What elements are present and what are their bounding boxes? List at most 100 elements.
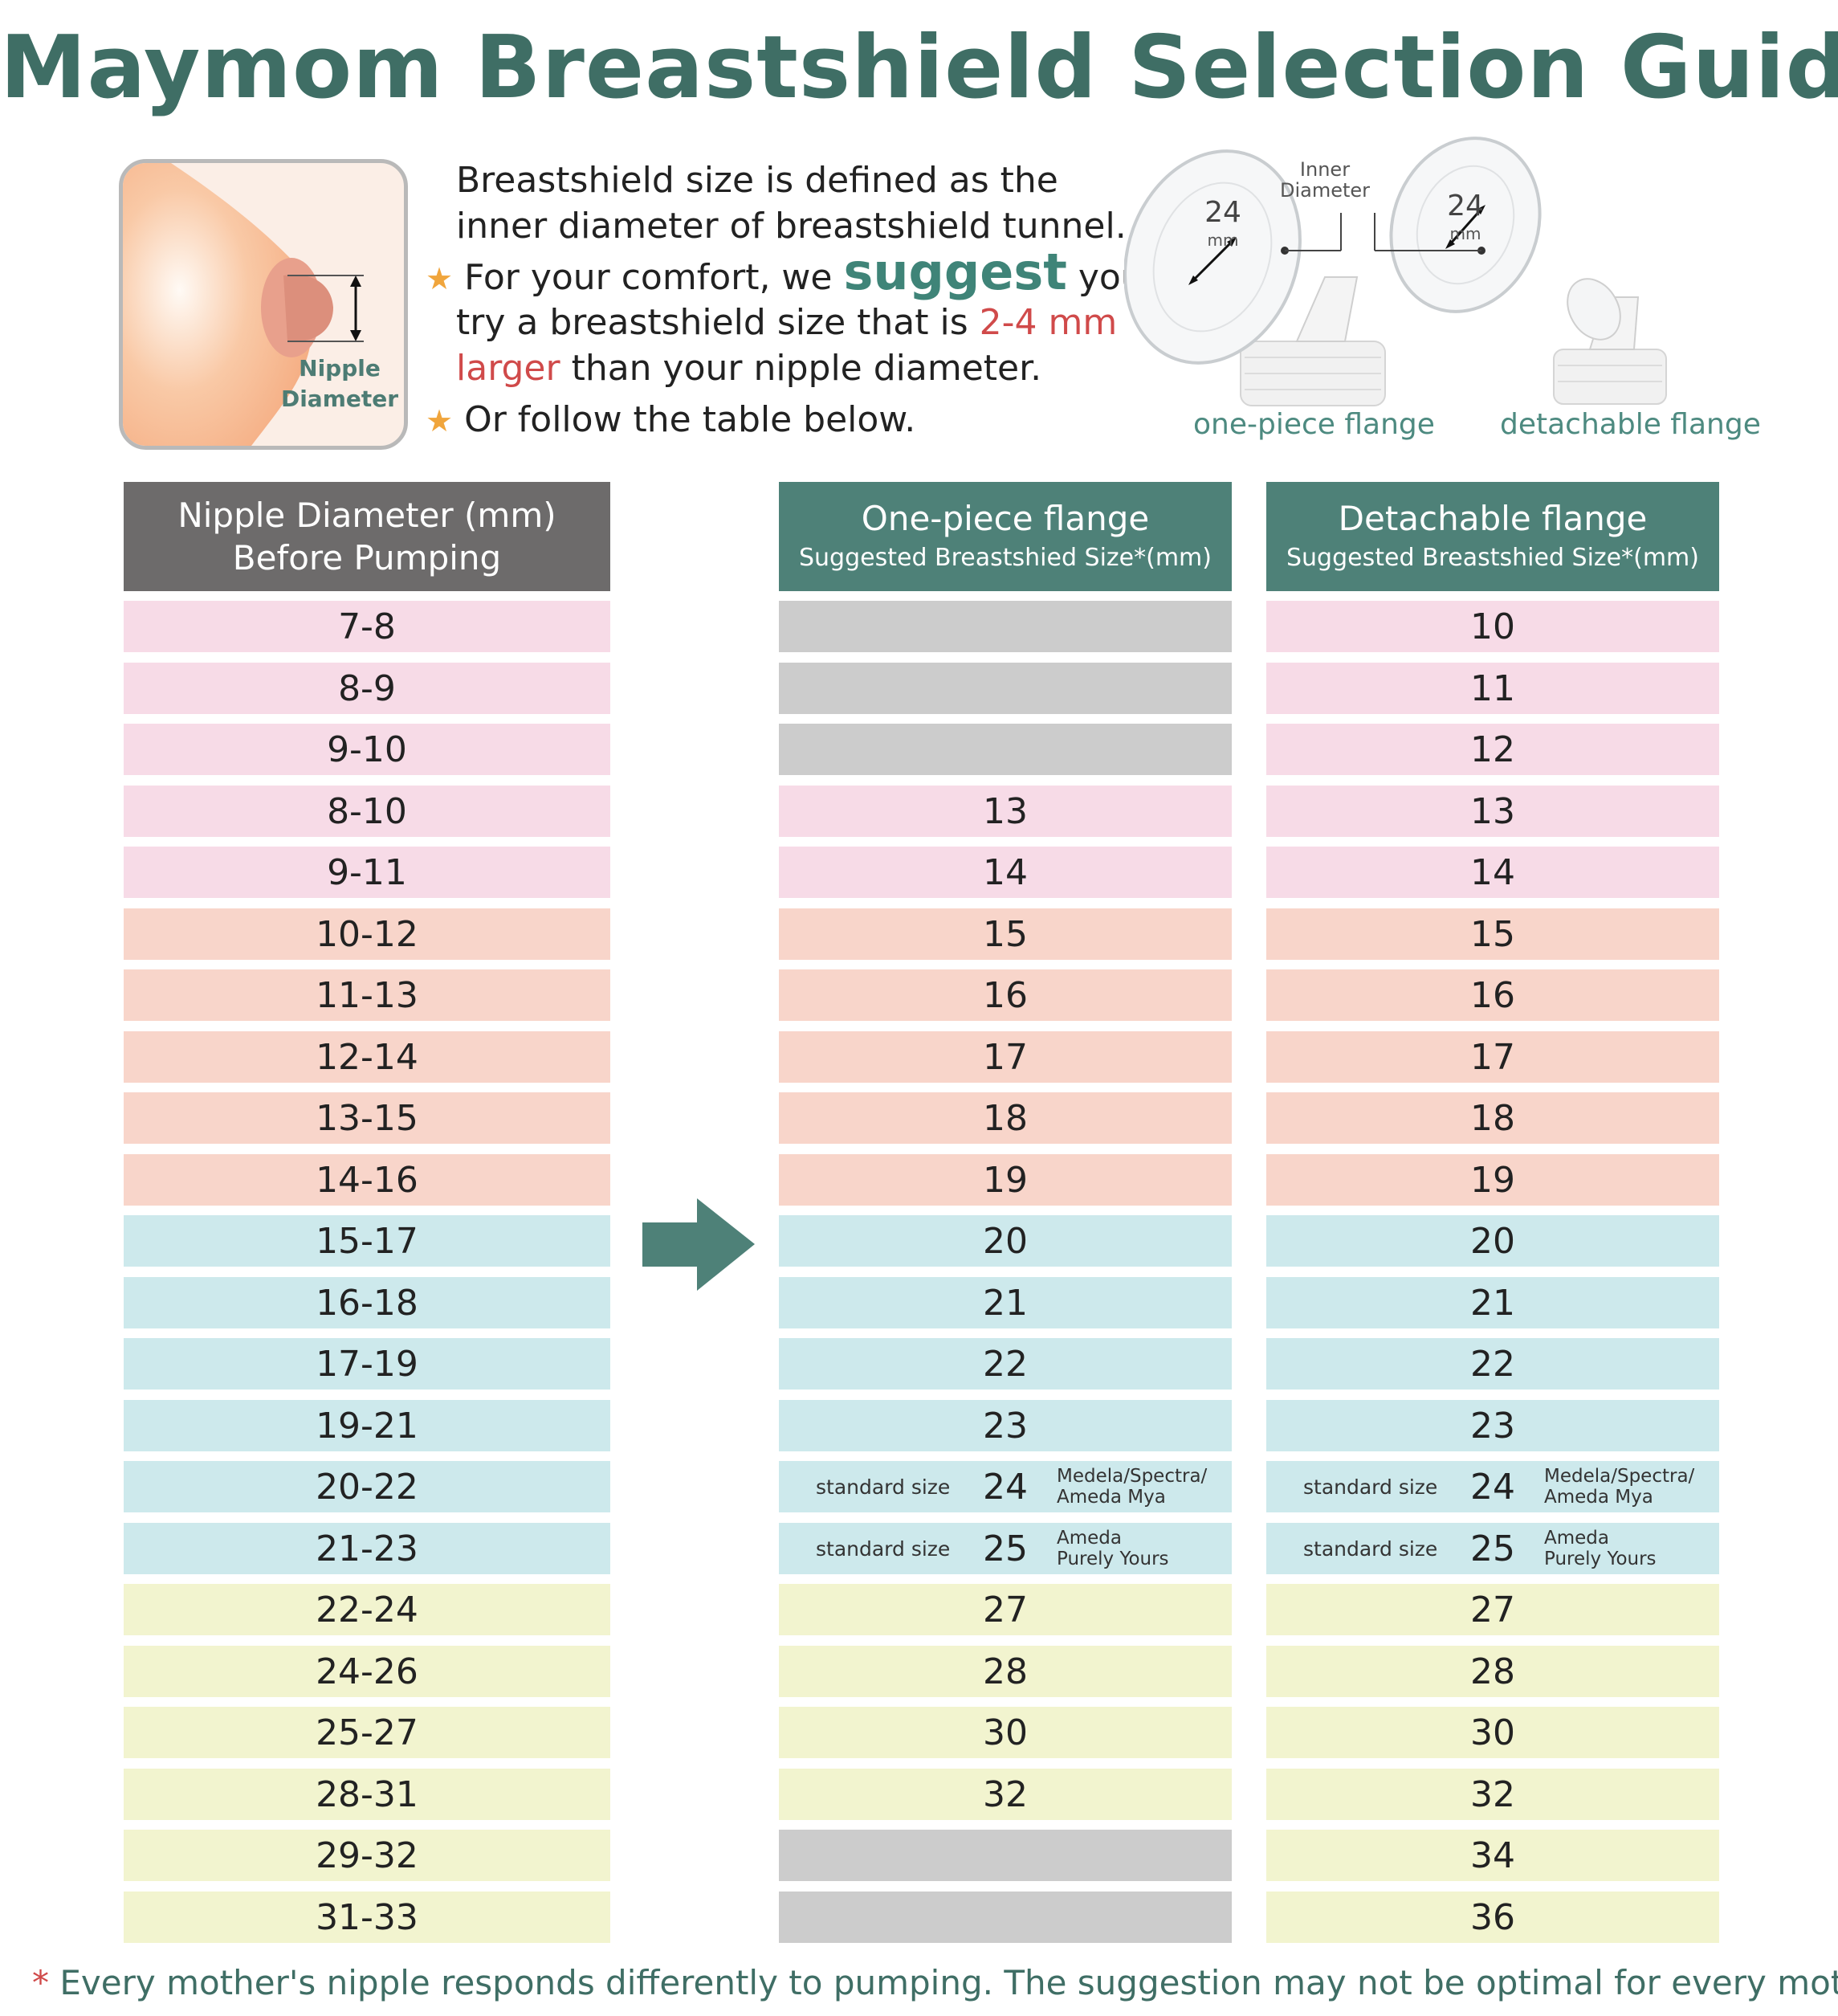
detachable-size-cell: 17 — [1266, 1031, 1719, 1083]
header-detachable-title: Detachable flange — [1338, 498, 1648, 538]
size-value: 19 — [1470, 1159, 1515, 1201]
nipple-diameter-cell: 20-22 — [124, 1461, 610, 1512]
brand-line-1: Medela/Spectra/ — [1057, 1466, 1208, 1487]
intro-line5-post: than your nipple diameter. — [560, 348, 1042, 389]
standard-size-label: standard size — [1303, 1475, 1438, 1499]
detachable-size-cell: 25 standard size Ameda Purely Yours — [1266, 1523, 1719, 1574]
detachable-size-cell: 15 — [1266, 908, 1719, 960]
detachable-size-cell: 14 — [1266, 847, 1719, 898]
brand-line-2: Purely Yours — [1544, 1549, 1657, 1569]
one-piece-size-unit: mm — [1207, 231, 1239, 250]
header-onepiece-title: One-piece flange — [861, 498, 1150, 538]
nipple-diameter-cell: 7-8 — [124, 601, 610, 652]
detachable-size-cell: 16 — [1266, 969, 1719, 1021]
one-piece-size-cell: 27 — [779, 1584, 1232, 1635]
page-title: Maymom Breastshield Selection Guide — [0, 18, 1838, 118]
star-icon: ★ — [426, 403, 454, 439]
one-piece-size-tag: 24 mm — [1187, 196, 1259, 254]
one-piece-size-cell: 15 — [779, 908, 1232, 960]
nipple-diameter-cell: 13-15 — [124, 1092, 610, 1144]
detachable-size-unit: mm — [1449, 224, 1481, 243]
size-value: 30 — [1470, 1712, 1515, 1753]
one-piece-size-cell: 18 — [779, 1092, 1232, 1144]
intro-line-6: ★ Or follow the table below. — [426, 397, 915, 444]
detachable-size-cell: 20 — [1266, 1215, 1719, 1267]
detachable-size-cell: 13 — [1266, 786, 1719, 837]
one-piece-size-cell: 25 standard size Ameda Purely Yours — [779, 1523, 1232, 1574]
brand-line-2: Ameda Mya — [1544, 1487, 1653, 1508]
star-icon: ★ — [426, 261, 454, 296]
intro-range-highlight: 2-4 mm — [979, 302, 1118, 343]
nipple-diameter-cell: 8-9 — [124, 663, 610, 714]
nipple-diameter-cell: 17-19 — [124, 1338, 610, 1390]
size-value: 32 — [1470, 1773, 1515, 1815]
footnote-text: Every mother's nipple responds different… — [59, 1963, 1838, 2002]
one-piece-size-cell-unavailable — [779, 1830, 1232, 1881]
brand-line-2: Purely Yours — [1057, 1549, 1169, 1569]
one-piece-size-cell: 13 — [779, 786, 1232, 837]
nipple-diameter-cell: 19-21 — [124, 1400, 610, 1451]
suggest-emphasis: suggest — [843, 243, 1067, 301]
compatible-brands: Medela/Spectra/Ameda Mya — [1544, 1466, 1694, 1508]
standard-size-label: standard size — [816, 1475, 951, 1499]
size-value: 20 — [1470, 1220, 1515, 1262]
detachable-size-cell: 30 — [1266, 1707, 1719, 1758]
detachable-size-tag: 24 mm — [1429, 192, 1502, 247]
brand-line-1: Medela/Spectra/ — [1544, 1466, 1695, 1487]
size-value: 19 — [983, 1159, 1028, 1201]
one-piece-size-cell: 19 — [779, 1154, 1232, 1206]
nipple-diameter-cell: 14-16 — [124, 1154, 610, 1206]
intro-line-5: larger than your nipple diameter. — [456, 345, 1041, 391]
detachable-size-cell: 21 — [1266, 1277, 1719, 1328]
size-value: 23 — [983, 1405, 1028, 1447]
nipple-diameter-cell: 15-17 — [124, 1215, 610, 1267]
one-piece-size-cell: 17 — [779, 1031, 1232, 1083]
size-value: 36 — [1470, 1896, 1515, 1938]
one-piece-size-cell: 24 standard size Medela/Spectra/Ameda Mya — [779, 1461, 1232, 1512]
one-piece-flange-graphic — [1124, 149, 1386, 406]
size-value: 11 — [1470, 667, 1515, 709]
size-value: 24 — [1470, 1466, 1515, 1508]
nipple-diameter-cell: 25-27 — [124, 1707, 610, 1758]
brand-line-1: Ameda — [1544, 1528, 1609, 1549]
standard-size-label: standard size — [1303, 1536, 1438, 1561]
detachable-size-cell: 11 — [1266, 663, 1719, 714]
size-value: 32 — [983, 1773, 1028, 1815]
one-piece-size-value: 24 — [1204, 196, 1241, 229]
detachable-size-cell: 34 — [1266, 1830, 1719, 1881]
nipple-diameter-cell: 21-23 — [124, 1523, 610, 1574]
compatible-brands: Medela/Spectra/Ameda Mya — [1057, 1466, 1207, 1508]
detachable-size-cell: 24 standard size Medela/Spectra/Ameda Mya — [1266, 1461, 1719, 1512]
detachable-flange-graphic — [1374, 137, 1667, 405]
nipple-diameter-cell: 16-18 — [124, 1277, 610, 1328]
nipple-label-line2: Diameter — [280, 386, 399, 412]
size-value: 30 — [983, 1712, 1028, 1753]
one-piece-size-cell: 14 — [779, 847, 1232, 898]
one-piece-size-cell-unavailable — [779, 724, 1232, 775]
nipple-diameter-cell: 12-14 — [124, 1031, 610, 1083]
nipple-label-line1: Nipple — [299, 355, 381, 382]
compatible-brands: Ameda Purely Yours — [1544, 1528, 1657, 1569]
intro-line-1: Breastshield size is defined as the — [456, 160, 1058, 201]
one-piece-size-cell: 30 — [779, 1707, 1232, 1758]
intro-line-3: ★ For your comfort, we suggest you — [426, 247, 1143, 302]
one-piece-size-cell: 20 — [779, 1215, 1232, 1267]
header-detachable-subtitle: Suggested Breastshied Size*(mm) — [1286, 543, 1699, 572]
one-piece-size-cell: 32 — [779, 1769, 1232, 1820]
nipple-diameter-cell: 8-10 — [124, 786, 610, 837]
size-value: 27 — [1470, 1589, 1515, 1630]
size-value: 16 — [983, 974, 1028, 1016]
size-value: 18 — [1470, 1097, 1515, 1139]
footnote: * Every mother's nipple responds differe… — [32, 1963, 1838, 2002]
size-value: 17 — [1470, 1036, 1515, 1078]
detachable-size-cell: 12 — [1266, 724, 1719, 775]
one-piece-size-cell: 21 — [779, 1277, 1232, 1328]
size-value: 28 — [1470, 1651, 1515, 1692]
header-onepiece-subtitle: Suggested Breastshied Size*(mm) — [799, 543, 1212, 572]
detachable-size-cell: 28 — [1266, 1646, 1719, 1697]
one-piece-size-cell-unavailable — [779, 663, 1232, 714]
detachable-size-cell: 27 — [1266, 1584, 1719, 1635]
size-value: 21 — [1470, 1282, 1515, 1324]
compatible-brands: Ameda Purely Yours — [1057, 1528, 1169, 1569]
right-arrow-icon — [642, 1198, 755, 1291]
